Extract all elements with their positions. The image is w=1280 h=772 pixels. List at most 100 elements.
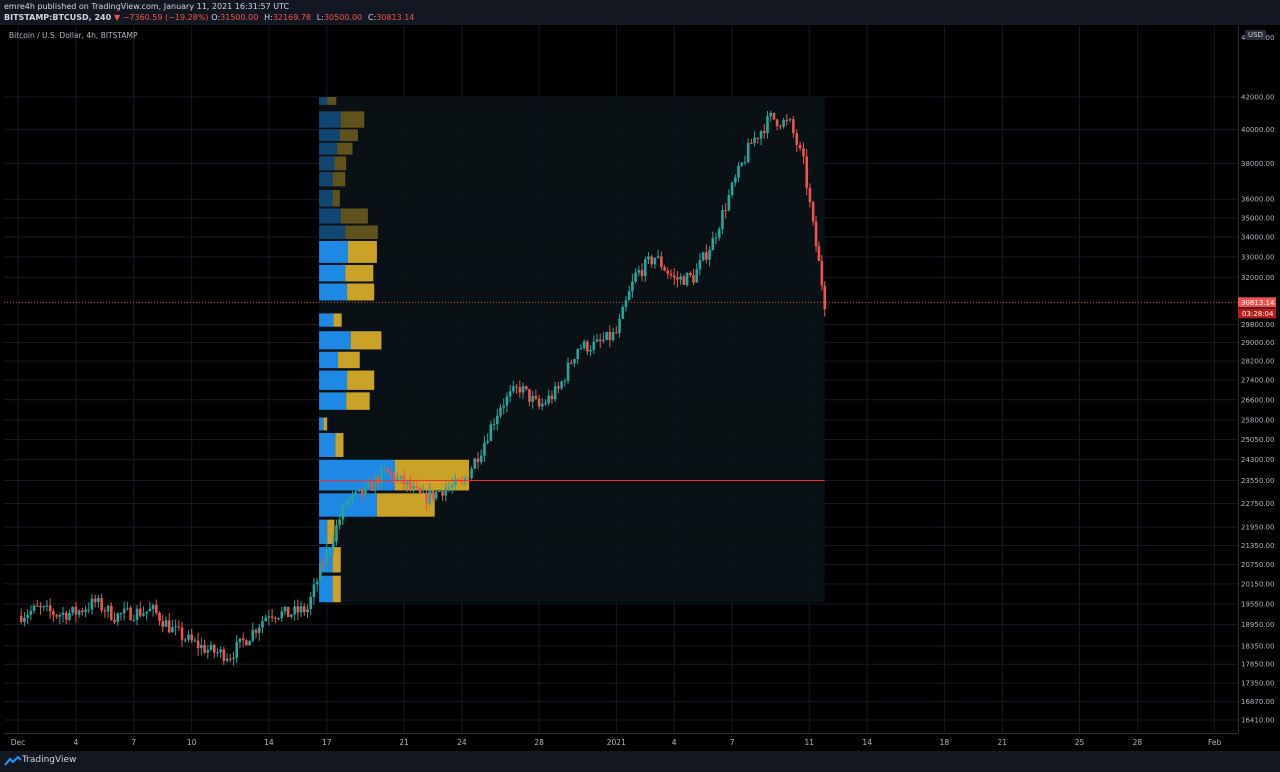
ohlc-high-value: 32169.78 — [272, 13, 311, 22]
candle-body — [45, 605, 49, 607]
price-tick-label: 24300.00 — [1241, 456, 1274, 464]
price-tick-label: 23550.00 — [1241, 477, 1274, 485]
candle-body — [286, 606, 290, 617]
candle-body — [42, 606, 46, 608]
candle-body — [264, 617, 267, 622]
candle-body — [586, 341, 589, 352]
candle-body — [544, 403, 547, 405]
price-axis[interactable] — [1238, 26, 1280, 733]
candle-body — [772, 112, 776, 120]
candle-body — [666, 270, 670, 274]
vp-bar-down — [340, 208, 368, 224]
candle-body — [338, 519, 341, 526]
candle-body — [663, 267, 666, 271]
candle-body — [737, 165, 740, 178]
candle-body — [238, 638, 242, 643]
price-tick-label: 25050.00 — [1241, 436, 1274, 444]
price-tick-label: 32000.00 — [1241, 274, 1274, 282]
candle-body — [470, 468, 473, 479]
candle-body — [306, 609, 309, 613]
candle-body — [158, 612, 161, 622]
symbol-label[interactable]: BITSTAMP:BTCUSD, 240 — [4, 13, 112, 22]
candle-body — [724, 210, 727, 212]
candle-body — [132, 619, 136, 621]
ohlc-high-key: H: — [264, 13, 273, 22]
candle-body — [216, 652, 219, 654]
candle-body — [26, 614, 29, 618]
candle-body — [579, 348, 583, 350]
candle-body — [425, 492, 428, 504]
candle-body — [212, 644, 216, 653]
candle-body — [389, 472, 393, 475]
candle-body — [486, 441, 489, 443]
candle-body — [566, 362, 570, 381]
candle-body — [283, 606, 287, 612]
candle-body — [602, 339, 605, 342]
price-tick-label: 28200.00 — [1241, 358, 1274, 366]
candle-body — [106, 605, 110, 612]
price-tick-label: 16410.00 — [1241, 717, 1274, 725]
candle-body — [541, 403, 544, 407]
candle-body — [113, 619, 116, 623]
candle-body — [727, 195, 731, 211]
footer-bar — [0, 751, 1280, 772]
candle-body — [701, 252, 705, 261]
candle-body — [183, 639, 187, 641]
time-axis[interactable] — [4, 733, 1238, 752]
candle-body — [775, 119, 779, 127]
candle-body — [817, 246, 821, 262]
candle-body — [708, 250, 711, 260]
publish-info: emre4h published on TradingView.com, Jan… — [4, 2, 290, 11]
vp-bar-down — [350, 331, 382, 350]
candle-body — [524, 386, 528, 390]
candle-body — [277, 618, 280, 620]
candle-body — [528, 389, 531, 402]
candle-body — [138, 608, 142, 616]
candle-body — [711, 237, 715, 251]
candle-body — [299, 606, 303, 613]
candle-body — [373, 477, 377, 491]
vp-bar-up — [319, 370, 348, 390]
candle-body — [126, 607, 129, 609]
candle-body — [71, 606, 74, 613]
candle-body — [660, 256, 663, 268]
time-tick-label: 21 — [399, 738, 409, 747]
candle-body — [637, 270, 641, 273]
price-tick-label: 35000.00 — [1241, 214, 1274, 222]
candle-body — [805, 156, 809, 188]
candle-body — [534, 396, 538, 399]
candle-body — [174, 626, 177, 628]
price-tick-label: 20150.00 — [1241, 580, 1274, 588]
vp-bar-up — [319, 417, 324, 431]
candle-body — [643, 259, 647, 277]
candle-body — [90, 598, 94, 610]
candle-body — [267, 616, 271, 618]
time-tick-label: 2021 — [607, 738, 626, 747]
candle-body — [743, 162, 747, 164]
candle-body — [608, 331, 612, 341]
candle-body — [428, 490, 432, 504]
candle-body — [450, 485, 454, 488]
candle-body — [508, 391, 512, 397]
candle-body — [412, 485, 415, 489]
reference-lines — [4, 301, 1238, 482]
candle-body — [48, 605, 52, 612]
candle-body — [235, 642, 239, 658]
candle-body — [177, 626, 181, 628]
candle-body — [434, 491, 438, 499]
candle-body — [164, 620, 168, 627]
candle-body — [463, 478, 467, 482]
candle-body — [209, 644, 213, 650]
candle-body — [274, 617, 277, 619]
vp-bar-up — [319, 331, 351, 350]
vp-bar-down — [327, 519, 335, 544]
candle-body — [383, 468, 386, 470]
currency-badge[interactable]: USD — [1245, 30, 1266, 40]
candle-body — [502, 405, 506, 408]
candle-body — [225, 658, 229, 661]
candle-body — [270, 616, 274, 618]
price-tick-label: 22750.00 — [1241, 500, 1274, 508]
candle-body — [547, 395, 551, 404]
time-tick-label: Dec — [11, 738, 26, 747]
